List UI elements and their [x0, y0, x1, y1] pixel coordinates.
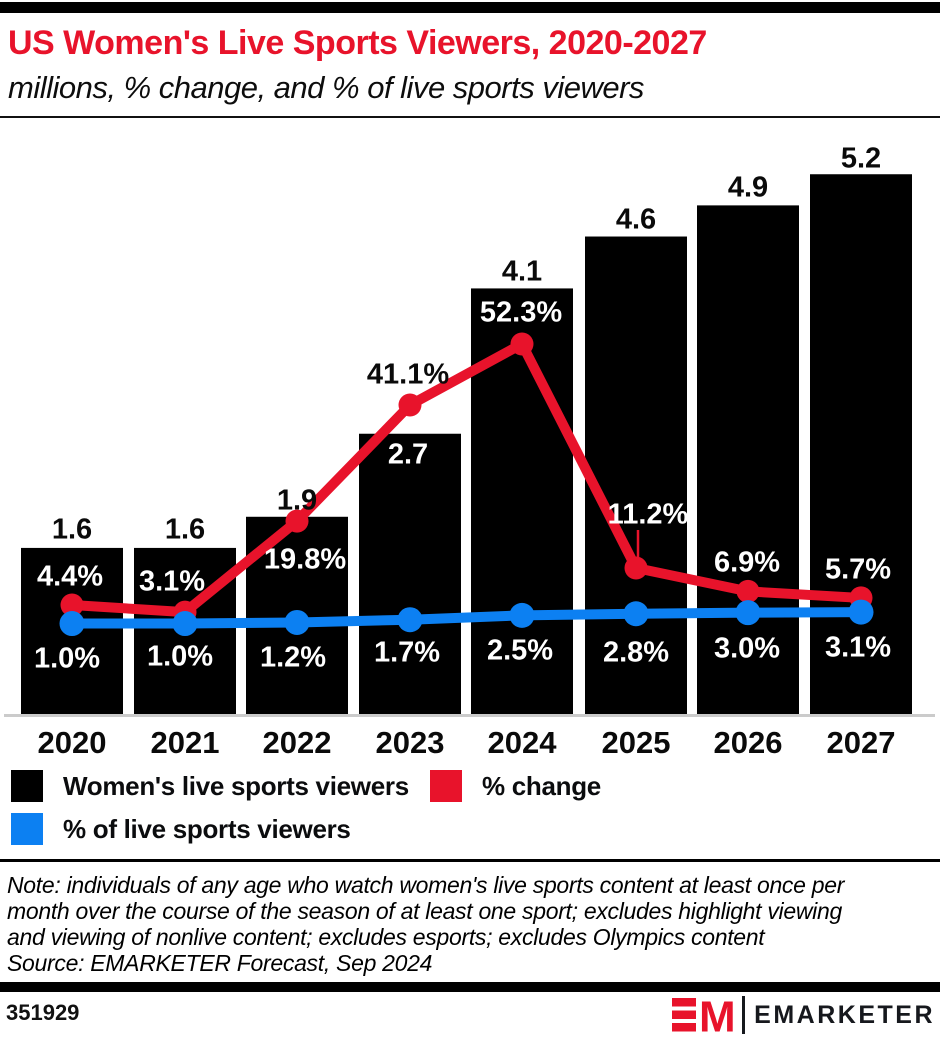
x-axis-label-2022: 2022: [263, 725, 332, 760]
logo-divider: [742, 996, 746, 1034]
legend-note-divider: [0, 859, 940, 862]
source-line: Source: EMARKETER Forecast, Sep 2024: [7, 950, 433, 976]
pct-change-point-2024: [510, 332, 534, 356]
pct-change-point-2022: [285, 509, 309, 533]
x-axis-label-2025: 2025: [602, 725, 671, 760]
share-label-2025: 2.8%: [603, 636, 669, 668]
emarketer-logo-monogram: M: [672, 995, 734, 1035]
share-point-2023: [397, 607, 423, 633]
legend-item-share: % of live sports viewers: [11, 813, 351, 845]
pct-change-label-2025: 11.2%: [608, 498, 689, 530]
share-label-2024: 2.5%: [487, 634, 553, 666]
legend-label-share: % of live sports viewers: [63, 813, 351, 844]
bar-value-label-2022: 1.9: [277, 484, 317, 516]
footnote-line-1: Note: individuals of any age who watch w…: [7, 872, 845, 898]
footer-accent-bar: [0, 982, 940, 992]
emarketer-logo: M EMARKETER: [672, 995, 935, 1035]
legend-item-pct-change: % change: [430, 770, 601, 802]
pct-change-point-2025: [624, 556, 648, 580]
x-axis-label-2023: 2023: [376, 725, 445, 760]
x-axis-label-2024: 2024: [488, 725, 558, 760]
bar-value-label-2026: 4.9: [728, 171, 768, 203]
pct-change-label-2022: 19.8%: [264, 543, 346, 575]
share-label-2020: 1.0%: [34, 642, 100, 674]
share-point-2027: [848, 599, 874, 625]
legend-label-pct-change: % change: [482, 770, 601, 801]
share-point-2022: [284, 609, 310, 635]
legend-swatch-red: [430, 770, 462, 802]
pct-change-point-2020: [60, 593, 84, 617]
footnote-line-2: month over the course of the season of a…: [7, 898, 842, 924]
footnote: Note: individuals of any age who watch w…: [7, 872, 935, 976]
pct-change-label-2024: 52.3%: [480, 296, 562, 328]
share-point-2020: [59, 611, 85, 637]
chart-id: 351929: [6, 1000, 80, 1025]
x-axis-label-2026: 2026: [714, 725, 783, 760]
share-label-2026: 3.0%: [714, 632, 780, 664]
legend-label-viewers: Women's live sports viewers: [63, 770, 409, 801]
monogram-m: M: [699, 995, 734, 1035]
pct-change-label-2027: 5.7%: [825, 553, 891, 585]
pct-change-point-2026: [736, 579, 760, 603]
bar-value-label-2025: 4.6: [616, 203, 656, 235]
page-subtitle: millions, % change, and % of live sports…: [8, 70, 644, 105]
pct-change-label-2026: 6.9%: [714, 546, 780, 578]
header-divider: [0, 116, 940, 118]
footnote-line-3: and viewing of nonlive content; excludes…: [7, 924, 765, 950]
x-axis-baseline: [4, 714, 935, 717]
pct-change-label-2023: 41.1%: [367, 358, 449, 390]
legend-swatch-black: [11, 770, 43, 802]
x-axis-label-2021: 2021: [151, 725, 220, 760]
share-label-2022: 1.2%: [260, 641, 326, 673]
share-point-2024: [509, 602, 535, 628]
bar-value-label-2024: 4.1: [502, 255, 542, 287]
bar-value-label-2027: 5.2: [841, 142, 881, 174]
bar-2025: [585, 236, 687, 714]
legend-item-viewers: Women's live sports viewers: [11, 770, 409, 802]
bar-value-label-2023: 2.7: [388, 438, 428, 470]
x-axis-label-2020: 2020: [38, 725, 107, 760]
bar-value-label-2020: 1.6: [52, 513, 92, 545]
share-label-2027: 3.1%: [825, 631, 891, 663]
legend-swatch-blue: [11, 813, 43, 845]
share-point-2025: [623, 601, 649, 627]
pct-change-label-2020: 4.4%: [37, 560, 103, 592]
share-line: [72, 607, 862, 629]
page-title: US Women's Live Sports Viewers, 2020-202…: [8, 24, 707, 62]
pct-change-line: [71, 338, 862, 618]
share-label-2023: 1.7%: [374, 636, 440, 668]
pct-change-label-2021: 3.1%: [139, 565, 205, 597]
share-label-2021: 1.0%: [147, 640, 213, 672]
brand-name: EMARKETER: [754, 1000, 935, 1029]
pct-change-point-2023: [398, 393, 422, 417]
bar-value-label-2021: 1.6: [165, 513, 205, 545]
share-point-2026: [735, 600, 761, 626]
bar-2026: [697, 205, 799, 714]
x-axis-label-2027: 2027: [827, 725, 896, 760]
top-accent-bar: [0, 2, 940, 13]
bar-2023: [359, 433, 461, 714]
share-point-2021: [172, 611, 198, 637]
